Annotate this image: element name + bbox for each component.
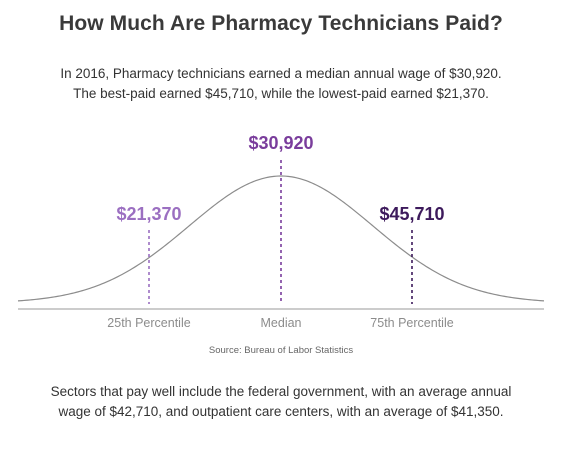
page-title: How Much Are Pharmacy Technicians Paid? — [59, 12, 503, 35]
source-note: Source: Bureau of Labor Statistics — [209, 345, 353, 356]
percentile-25-value-label: $21,370 — [116, 204, 181, 224]
median-value-label: $30,920 — [248, 133, 313, 153]
subtitle-line-1: In 2016, Pharmacy technicians earned a m… — [60, 66, 502, 81]
percentile-75-tick-label: 75th Percentile — [370, 316, 453, 330]
subtitle: In 2016, Pharmacy technicians earned a m… — [20, 64, 542, 104]
percentile-25-tick-label: 25th Percentile — [107, 316, 190, 330]
wage-distribution-chart: $21,370 $30,920 $45,710 25th Percentile … — [17, 133, 545, 356]
footer-note: Sectors that pay well include the federa… — [20, 382, 542, 422]
subtitle-line-2: The best-paid earned $45,710, while the … — [73, 86, 489, 101]
footer-line-1: Sectors that pay well include the federa… — [50, 384, 512, 399]
footer-line-2: wage of $42,710, and outpatient care cen… — [58, 404, 504, 419]
median-tick-label: Median — [261, 316, 302, 330]
bell-curve — [17, 175, 545, 302]
percentile-75-value-label: $45,710 — [379, 204, 444, 224]
